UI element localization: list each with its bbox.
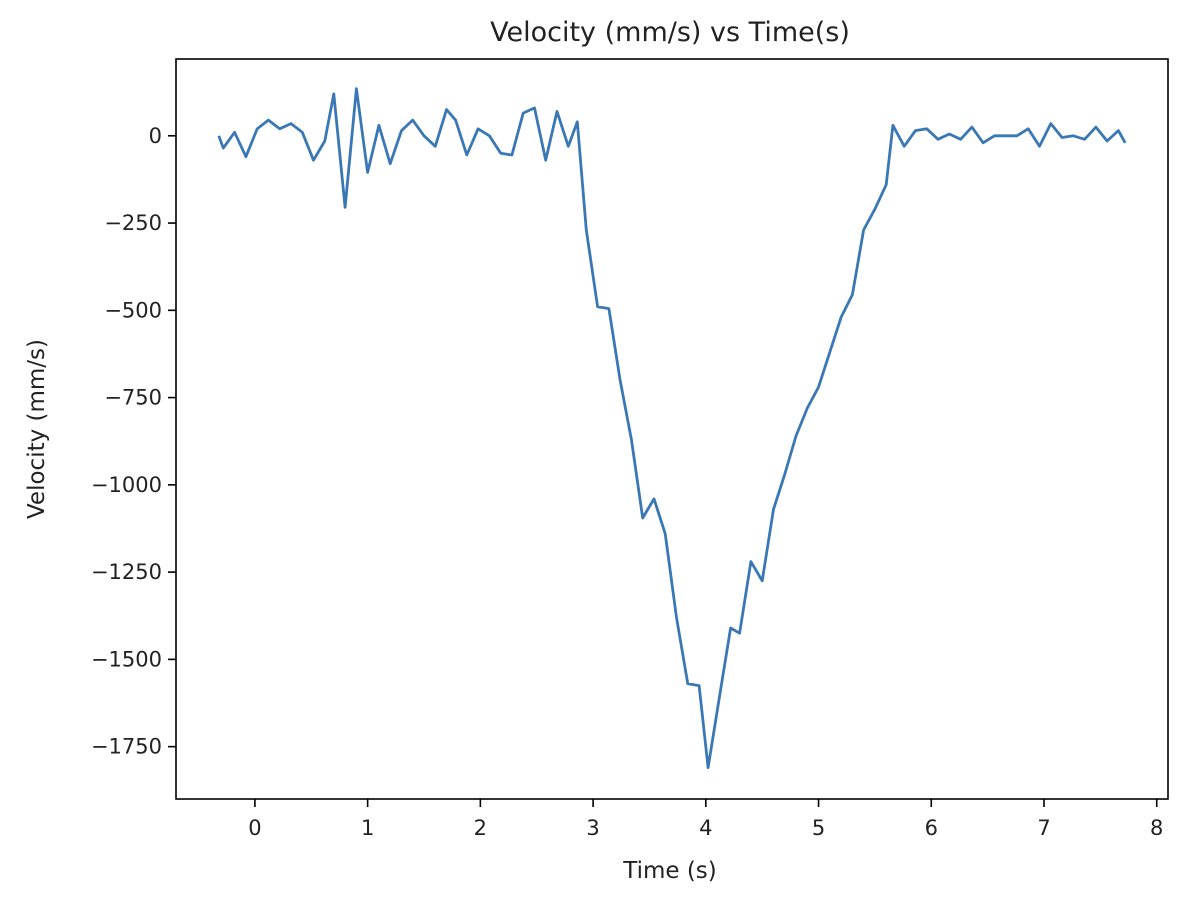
x-axis-title: Time (s) [622, 858, 717, 884]
x-tick-label: 4 [699, 816, 712, 840]
x-tick-label: 3 [586, 816, 599, 840]
plot-area [217, 87, 1127, 769]
y-tick-label: −1500 [91, 647, 162, 671]
y-tick-label: −1750 [91, 735, 162, 759]
y-tick-label: −750 [104, 386, 162, 410]
x-tick-label: 0 [248, 816, 261, 840]
plot-frame [175, 58, 1169, 800]
y-axis-title: Velocity (mm/s) [24, 339, 50, 519]
series-line-velocity [217, 87, 1127, 769]
y-tick-label: −500 [104, 298, 162, 322]
chart-title: Velocity (mm/s) vs Time(s) [490, 17, 850, 48]
y-tick-label: −250 [104, 211, 162, 235]
x-tick-label: 7 [1037, 816, 1050, 840]
x-axis: 0 1 2 3 4 5 6 7 8 [248, 799, 1163, 840]
x-tick-label: 8 [1150, 816, 1163, 840]
x-tick-label: 1 [361, 816, 374, 840]
x-tick-label: 6 [925, 816, 938, 840]
y-axis: 0 −250 −500 −750 −1000 −1250 −1500 −1750 [91, 124, 176, 759]
y-tick-label: −1250 [91, 560, 162, 584]
x-tick-label: 5 [812, 816, 825, 840]
y-tick-label: −1000 [91, 473, 162, 497]
y-tick-label: 0 [149, 124, 162, 148]
x-tick-label: 2 [474, 816, 487, 840]
